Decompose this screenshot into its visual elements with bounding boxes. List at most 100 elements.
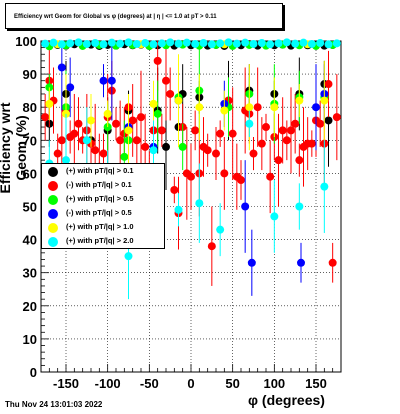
data-point (57, 136, 66, 145)
y-tick-label: 70 (23, 133, 37, 148)
y-tick-label: 0 (30, 365, 37, 380)
y-axis-label: Efficiency wrt Geom (%) (0, 102, 29, 194)
data-point (199, 38, 208, 47)
legend-item: (+) with pT/|q| > 2.0 (42, 235, 164, 249)
data-point (216, 129, 225, 138)
data-point (291, 119, 300, 128)
data-point (249, 149, 258, 158)
data-point (99, 40, 108, 49)
data-point (207, 242, 216, 251)
data-point (203, 146, 212, 155)
data-point (178, 142, 187, 151)
legend-marker (48, 223, 58, 233)
data-point (116, 39, 125, 48)
data-point (157, 126, 166, 135)
data-point (74, 38, 83, 47)
x-tick-label: 50 (225, 376, 239, 391)
y-tick-label: 90 (23, 67, 37, 82)
data-point (220, 169, 229, 178)
legend-marker (48, 167, 58, 177)
data-point (170, 185, 179, 194)
y-tick-label: 40 (23, 233, 37, 248)
data-point (216, 225, 225, 234)
data-point (324, 80, 333, 89)
data-point (153, 56, 162, 65)
data-point (241, 202, 250, 211)
data-point (220, 106, 229, 115)
data-point (128, 116, 137, 125)
data-point (291, 39, 300, 48)
data-point (295, 202, 304, 211)
data-point (324, 116, 333, 125)
data-point (249, 39, 258, 48)
data-point (107, 38, 116, 47)
data-point (66, 83, 75, 92)
data-point (245, 119, 254, 128)
data-point (320, 182, 329, 191)
data-point (295, 156, 304, 165)
data-point (91, 38, 100, 47)
data-point (297, 258, 305, 267)
data-point (307, 139, 316, 148)
data-point (87, 116, 95, 125)
legend-marker (48, 237, 58, 247)
legend-label: (+) with pT/|q| > 1.0 (66, 222, 134, 231)
data-point (41, 113, 50, 122)
data-point (274, 156, 283, 165)
y-tick-label: 60 (23, 166, 37, 181)
data-point (162, 76, 170, 85)
data-point (124, 252, 133, 261)
data-point (62, 156, 70, 165)
data-point (57, 40, 66, 49)
data-point (82, 39, 91, 48)
x-tick-label: 100 (263, 376, 285, 391)
data-point (282, 38, 291, 47)
data-point (278, 126, 287, 135)
data-point (157, 39, 166, 48)
legend: (+) with pT/|q| > 0.1 (-) with pT/|q| > … (41, 163, 165, 249)
data-point (166, 38, 175, 47)
data-point (132, 39, 141, 48)
data-point (328, 258, 337, 267)
x-tick-label: -50 (140, 376, 159, 391)
data-point (191, 126, 200, 135)
legend-item: (-) with pT/|q| > 0.5 (42, 207, 164, 221)
data-point (253, 103, 262, 112)
data-point (66, 39, 75, 48)
data-point (112, 119, 120, 128)
x-tick-label: -150 (53, 376, 79, 391)
legend-marker (48, 209, 58, 219)
data-point (270, 212, 279, 221)
data-point (41, 39, 50, 48)
x-tick-label: -100 (95, 376, 121, 391)
x-axis-label: φ (degrees) (248, 392, 325, 408)
x-tick-label: 150 (305, 376, 327, 391)
y-tick-label: 10 (23, 332, 37, 347)
data-point (174, 39, 183, 48)
data-point (224, 38, 233, 47)
data-point (149, 40, 158, 49)
data-point (124, 126, 133, 135)
data-point (320, 96, 329, 105)
data-point (107, 76, 116, 85)
data-point (141, 38, 150, 47)
y-tick-label: 100 (15, 34, 37, 49)
legend-item: (+) with pT/|q| > 0.5 (42, 193, 164, 207)
data-point (262, 123, 270, 132)
data-point (99, 76, 108, 85)
data-point (270, 103, 279, 112)
data-point (57, 63, 66, 72)
data-point (162, 142, 170, 151)
data-point (174, 96, 183, 105)
data-point (245, 103, 254, 112)
data-point (237, 176, 245, 185)
data-point (247, 258, 256, 267)
data-point (166, 89, 175, 98)
data-point (91, 146, 100, 155)
data-point (307, 39, 316, 48)
data-point (274, 39, 283, 48)
data-point (174, 205, 183, 214)
legend-label: (-) with pT/|q| > 0.1 (66, 180, 132, 189)
legend-label: (+) with pT/|q| > 0.1 (66, 166, 134, 175)
